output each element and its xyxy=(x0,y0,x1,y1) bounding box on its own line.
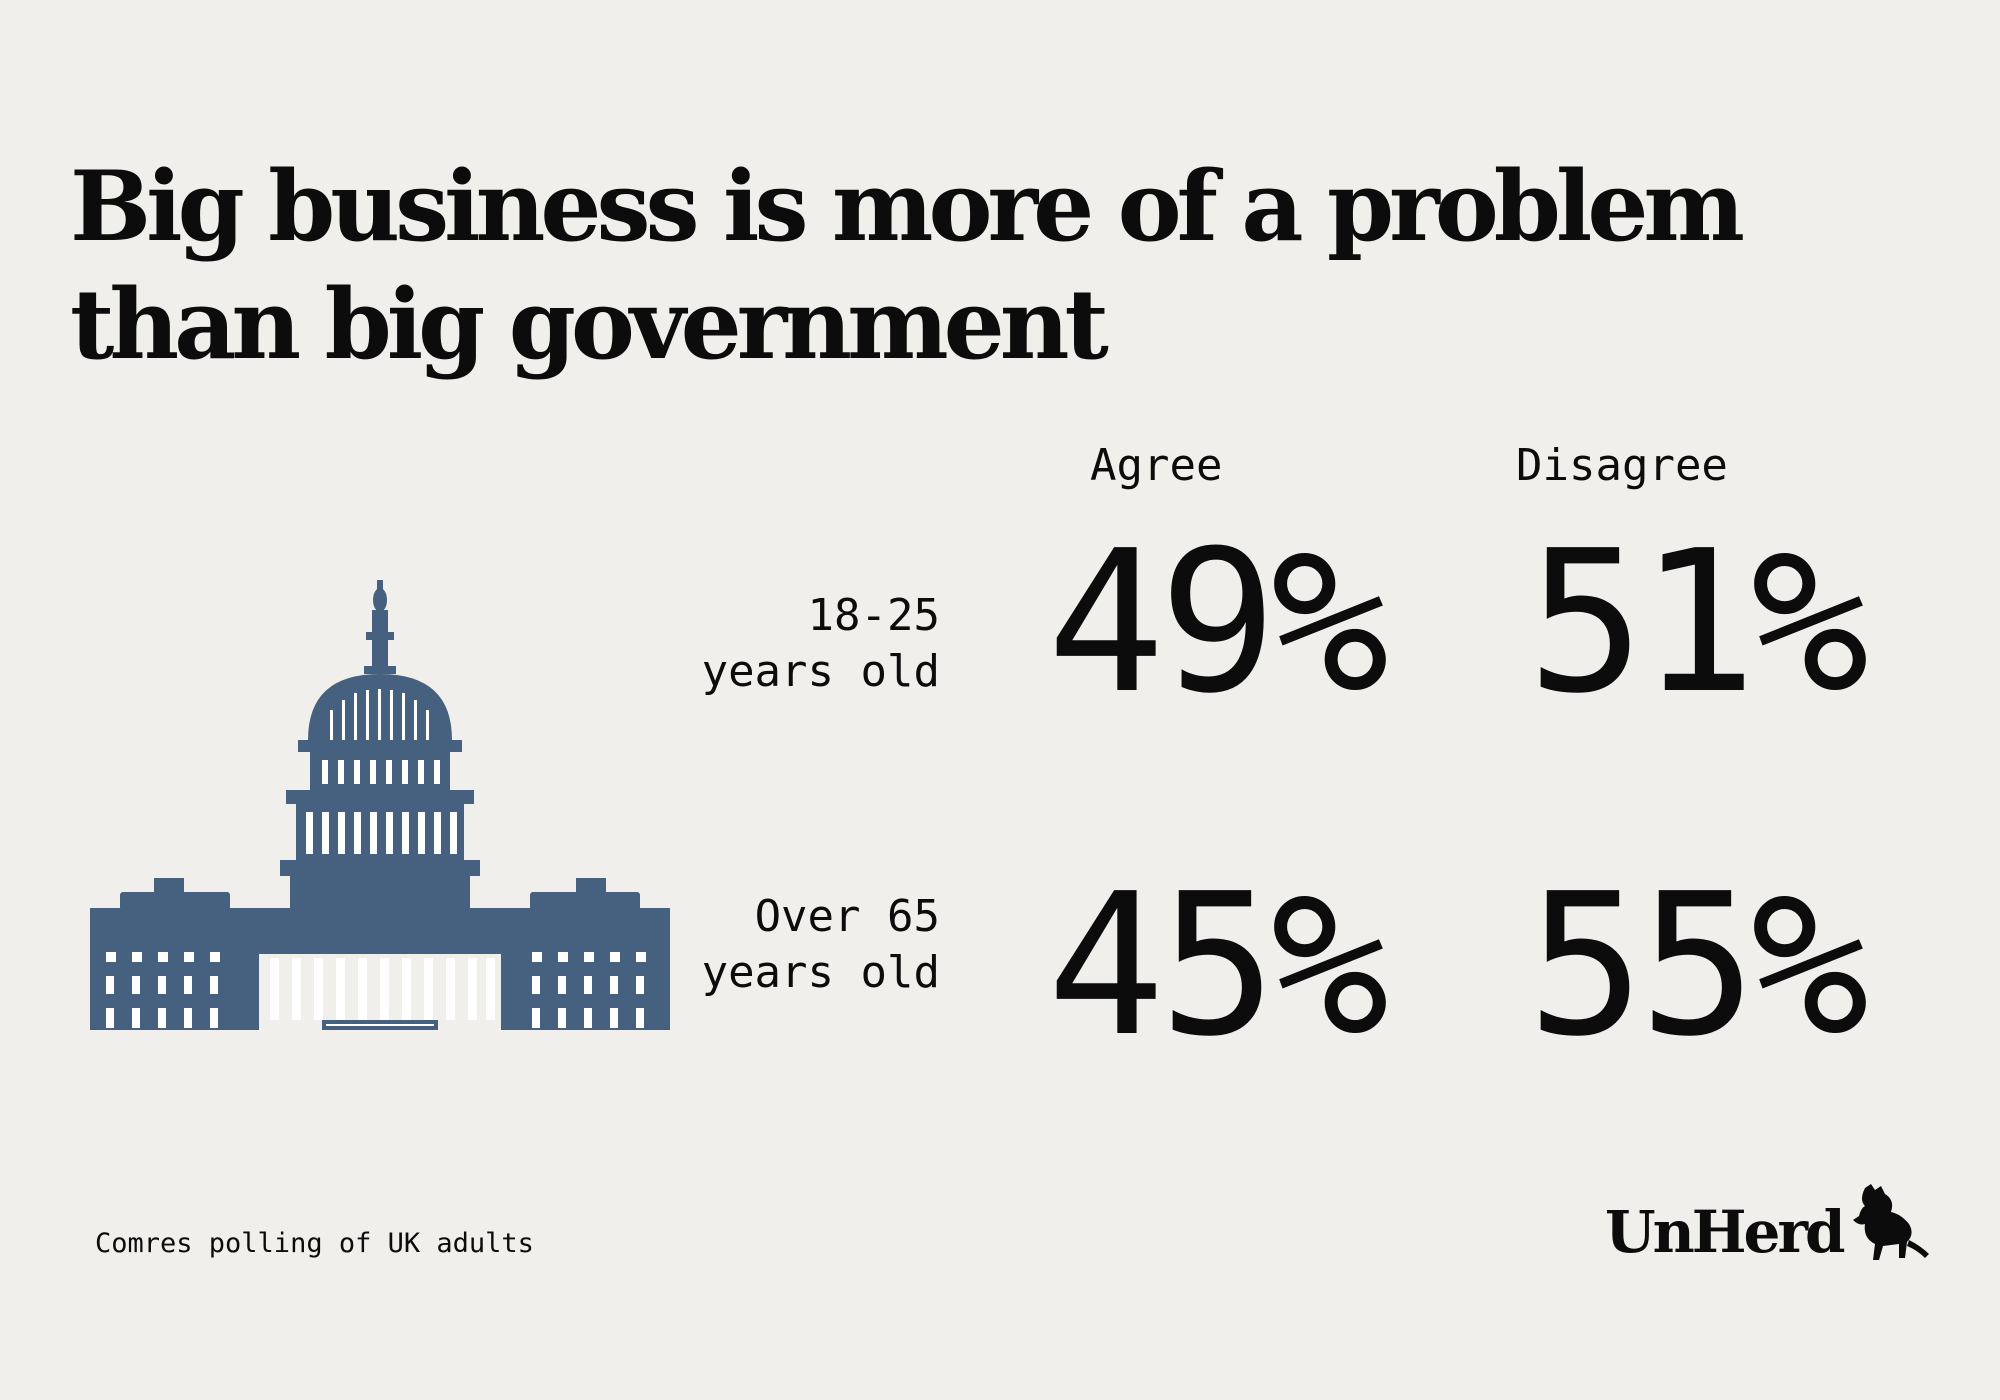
column-header-disagree: Disagree xyxy=(1516,440,1728,491)
stat-18-25-disagree: 51% xyxy=(1526,509,1869,737)
column-header-agree: Agree xyxy=(1090,440,1223,491)
page-title: Big business is more of a problem than b… xyxy=(70,148,1745,384)
source-note: Comres polling of UK adults xyxy=(95,1228,534,1259)
row-label-over-65-line-1: Over 65 xyxy=(754,891,940,942)
page-title-line-1: Big business is more of a problem xyxy=(70,150,1745,263)
bull-logo-icon xyxy=(1853,1184,1929,1260)
stat-18-25-agree: 49% xyxy=(1046,509,1389,737)
capitol-building-icon xyxy=(90,580,670,1030)
page-title-line-2: than big government xyxy=(70,268,1109,381)
row-label-18-25-line-1: 18-25 xyxy=(807,590,940,641)
logo-wordmark: UnHerd xyxy=(1605,1198,1846,1266)
stat-over-65-disagree: 55% xyxy=(1526,852,1869,1080)
row-label-18-25: 18-25 years old xyxy=(640,588,940,700)
row-label-over-65: Over 65 years old xyxy=(640,889,940,1001)
stat-over-65-agree: 45% xyxy=(1046,852,1389,1080)
row-label-18-25-line-2: years old xyxy=(701,646,940,697)
unherd-logo: UnHerd xyxy=(1605,1180,1935,1270)
row-label-over-65-line-2: years old xyxy=(701,947,940,998)
